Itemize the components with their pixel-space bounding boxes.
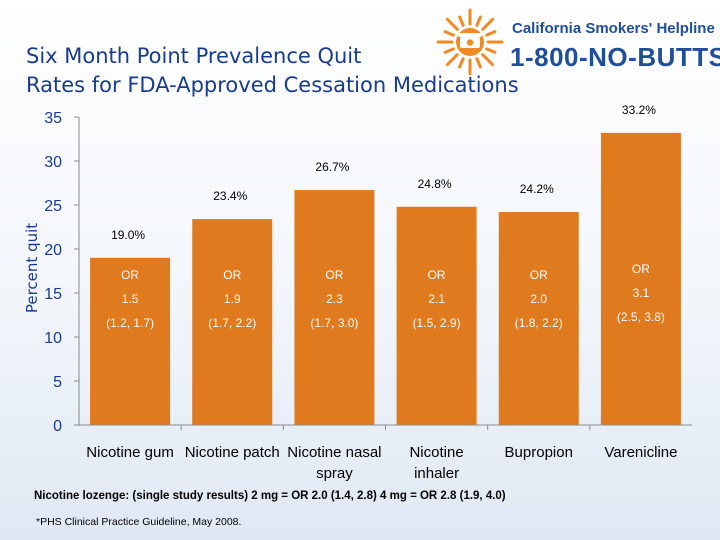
- x-category-label: spray: [316, 465, 353, 482]
- bar-value-label: 19.0%: [111, 228, 145, 242]
- x-category-label: Varenicline: [604, 444, 677, 461]
- bar: [498, 212, 579, 425]
- odds-ratio-value: 1.5: [122, 292, 139, 306]
- bar-value-label: 23.4%: [213, 189, 247, 203]
- bar: [396, 206, 477, 425]
- sun-ray: [458, 15, 465, 27]
- x-category-label: Nicotine: [409, 444, 463, 461]
- odds-ratio-label: OR: [223, 268, 241, 282]
- helpline-phone-number: 1-800-NO-BUTTS: [510, 42, 720, 72]
- odds-ratio-label: OR: [121, 268, 139, 282]
- chart-title-line-2: Rates for FDA-Approved Cessation Medicat…: [26, 73, 519, 97]
- sun-ray: [445, 17, 459, 31]
- bar: [600, 132, 681, 425]
- odds-ratio-ci: (2.5, 3.8): [617, 310, 665, 324]
- sun-ray: [475, 15, 482, 27]
- bar-value-label: 33.2%: [622, 103, 656, 117]
- sun-ray: [443, 47, 455, 54]
- y-tick-label: 20: [44, 242, 62, 259]
- odds-ratio-value: 1.9: [224, 292, 241, 306]
- sun-ray: [445, 53, 459, 67]
- odds-ratio-ci: (1.8, 2.2): [515, 316, 563, 330]
- odds-ratio-ci: (1.5, 2.9): [413, 316, 461, 330]
- sun-ray: [485, 30, 497, 37]
- odds-ratio-label: OR: [530, 268, 548, 282]
- sun-ray: [485, 47, 497, 54]
- y-tick-label: 35: [44, 110, 62, 127]
- lozenge-footnote: Nicotine lozenge: (single study results)…: [34, 490, 506, 502]
- y-tick-label: 0: [53, 418, 62, 435]
- bar-value-label: 24.8%: [418, 177, 452, 191]
- x-category-label: inhaler: [414, 465, 459, 482]
- y-tick-label: 10: [44, 330, 62, 347]
- sun-ray: [481, 17, 495, 31]
- x-category-label: Nicotine patch: [185, 444, 280, 461]
- source-citation: *PHS Clinical Practice Guideline, May 20…: [36, 516, 242, 528]
- odds-ratio-ci: (1.7, 2.2): [208, 316, 256, 330]
- y-tick-label: 25: [44, 198, 62, 215]
- odds-ratio-label: OR: [632, 262, 650, 276]
- odds-ratio-value: 2.3: [326, 292, 343, 306]
- chart-title: Six Month Point Prevalence Quit Rates fo…: [26, 42, 519, 100]
- odds-ratio-ci: (1.2, 1.7): [106, 316, 154, 330]
- bar: [294, 190, 375, 425]
- sun-ray: [475, 57, 482, 69]
- odds-ratio-value: 3.1: [633, 286, 650, 300]
- y-tick-label: 30: [44, 154, 62, 171]
- y-tick-label: 15: [44, 286, 62, 303]
- odds-ratio-ci: (1.7, 3.0): [310, 316, 358, 330]
- sun-ray: [443, 30, 455, 37]
- helpline-name: California Smokers' Helpline: [512, 20, 715, 37]
- helpline-logo: California Smokers' Helpline 1-800-NO-BU…: [432, 6, 720, 76]
- x-category-label: Bupropion: [505, 444, 573, 461]
- x-category-label: Nicotine nasal: [287, 444, 381, 461]
- bar: [90, 257, 171, 425]
- chart-title-line-1: Six Month Point Prevalence Quit: [26, 44, 362, 68]
- odds-ratio-label: OR: [428, 268, 446, 282]
- phone-sunburst-icon: [436, 8, 504, 76]
- bar-value-label: 24.2%: [520, 182, 554, 196]
- odds-ratio-label: OR: [325, 268, 343, 282]
- sun-ray: [458, 57, 465, 69]
- y-axis-label: Percent quit: [23, 223, 41, 313]
- x-category-label: Nicotine gum: [86, 444, 174, 461]
- odds-ratio-value: 2.1: [428, 292, 445, 306]
- bar-value-label: 26.7%: [315, 160, 349, 174]
- odds-ratio-value: 2.0: [530, 292, 547, 306]
- sun-ray: [481, 53, 495, 67]
- bar: [192, 219, 273, 425]
- y-tick-label: 5: [53, 374, 62, 391]
